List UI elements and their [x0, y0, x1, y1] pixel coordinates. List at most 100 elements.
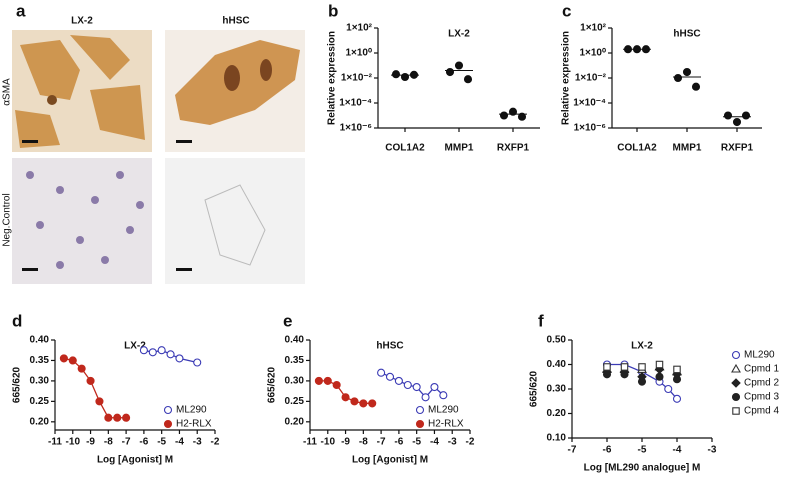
point	[723, 111, 733, 120]
point	[122, 413, 131, 422]
panel-a: a LX-2 hHSC αSMA Neg.Control	[2, 1, 305, 284]
point	[421, 393, 430, 402]
legend-marker	[731, 392, 741, 402]
x-tick-label: -3	[448, 437, 457, 448]
x-tick-label: RXFP1	[497, 143, 530, 154]
point	[77, 364, 86, 373]
point	[139, 346, 148, 355]
x-tick-label: -9	[341, 437, 350, 448]
x-tick-label: -4	[175, 437, 184, 448]
legend-label: Cpmd 4	[744, 406, 779, 417]
point	[673, 73, 683, 83]
legend-marker	[731, 350, 741, 360]
y-axis-label: 665/620	[12, 366, 23, 403]
legend-label: H2-RLX	[428, 419, 464, 430]
x-tick-label: MMP1	[445, 143, 474, 154]
y-tick-label: 1×10⁻⁶	[340, 123, 372, 134]
x-tick-label: -9	[86, 437, 95, 448]
legend-label: Cpmd 1	[744, 364, 779, 375]
legend-label: ML290	[428, 405, 459, 416]
y-tick-label: 1×10⁻²	[341, 73, 373, 84]
y-axis-label: 665/620	[529, 370, 540, 407]
point	[655, 360, 664, 369]
point	[157, 346, 166, 355]
nucleus	[260, 59, 272, 81]
x-tick-label: COL1A2	[617, 143, 657, 154]
point	[691, 82, 701, 91]
y-tick-label: 0.20	[30, 416, 50, 427]
point	[430, 382, 439, 392]
x-tick-label: -6	[603, 445, 612, 456]
chart-title: hHSC	[673, 29, 700, 40]
x-tick-label: -11	[48, 437, 62, 448]
row-label: αSMA	[2, 78, 13, 106]
y-tick-label: 0.40	[285, 335, 305, 346]
point	[368, 399, 377, 408]
chart-title: LX-2	[448, 29, 470, 40]
point	[664, 384, 673, 394]
point	[409, 70, 419, 79]
x-axis-label: Log [Agonist] M	[352, 455, 428, 466]
y-tick-label: 0.10	[547, 433, 567, 444]
x-tick-label: -3	[193, 437, 202, 448]
x-tick-label: -3	[708, 445, 717, 456]
point	[673, 365, 681, 374]
point	[341, 393, 350, 402]
x-tick-label: -6	[394, 437, 403, 448]
x-tick-label: -8	[359, 437, 368, 448]
y-tick-label: 1×10²	[346, 23, 373, 34]
x-tick-label: MMP1	[673, 143, 702, 154]
y-tick-label: 0.30	[285, 376, 305, 387]
point	[732, 117, 742, 127]
scale-bar	[176, 140, 192, 143]
x-tick-label: -2	[466, 437, 475, 448]
column-label: hHSC	[222, 16, 249, 27]
y-tick-label: 1×10⁻⁴	[573, 98, 606, 109]
point	[641, 45, 651, 54]
y-tick-label: 0.35	[30, 355, 50, 366]
legend-marker	[163, 405, 173, 415]
y-tick-label: 0.35	[285, 355, 305, 366]
chart-title: LX-2	[631, 341, 653, 352]
nucleus	[224, 65, 240, 91]
point	[637, 377, 647, 386]
y-tick-label: 1×10⁻⁴	[339, 98, 372, 109]
y-axis-label: Relative expression	[327, 31, 338, 125]
point	[332, 380, 341, 390]
point	[454, 61, 464, 70]
point	[620, 370, 629, 379]
point	[603, 363, 611, 371]
point	[632, 45, 642, 54]
x-tick-label: COL1A2	[385, 143, 425, 154]
cells	[15, 35, 145, 148]
point	[113, 413, 122, 422]
x-tick-label: -10	[321, 437, 336, 448]
scale-bar	[22, 140, 38, 143]
x-tick-label: -5	[412, 437, 421, 448]
point	[377, 368, 386, 377]
column-label: LX-2	[71, 16, 93, 27]
point	[59, 354, 68, 363]
y-axis-label: 665/620	[267, 366, 278, 403]
y-tick-label: 0.25	[30, 396, 50, 407]
x-tick-label: RXFP1	[721, 143, 754, 154]
x-axis-label: Log [ML290 analogue] M	[584, 463, 701, 474]
panel-label: b	[328, 1, 338, 20]
point	[400, 72, 410, 82]
y-tick-label: 0.20	[285, 416, 305, 427]
y-tick-label: 1×10⁻²	[575, 73, 607, 84]
point	[517, 112, 527, 121]
x-tick-label: -5	[157, 437, 166, 448]
x-tick-label: -10	[66, 437, 81, 448]
point	[672, 375, 682, 384]
point	[623, 45, 633, 54]
panel-label: a	[16, 1, 26, 20]
legend-label: Cpmd 2	[744, 378, 779, 389]
chart-title: hHSC	[376, 341, 403, 352]
x-tick-label: -4	[673, 445, 682, 456]
x-tick-label: -11	[303, 437, 317, 448]
point	[394, 376, 403, 385]
point	[148, 348, 157, 357]
point	[314, 376, 323, 385]
